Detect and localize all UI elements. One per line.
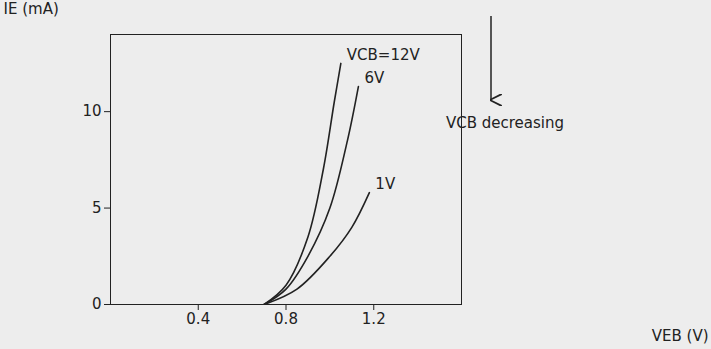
svg-text:VEB (V): VEB (V) <box>652 327 709 345</box>
svg-text:1.2: 1.2 <box>362 310 386 328</box>
svg-text:10: 10 <box>82 102 101 120</box>
svg-text:0.8: 0.8 <box>274 310 298 328</box>
svg-text:VCB decreasing: VCB decreasing <box>446 114 564 132</box>
svg-text:5: 5 <box>92 199 102 217</box>
svg-text:1V: 1V <box>375 175 396 193</box>
svg-text:6V: 6V <box>364 69 385 87</box>
svg-text:0.4: 0.4 <box>186 310 210 328</box>
svg-text:VCB=12V: VCB=12V <box>347 46 421 64</box>
svg-text:IE (mA): IE (mA) <box>4 0 59 18</box>
svg-text:0: 0 <box>92 295 102 313</box>
